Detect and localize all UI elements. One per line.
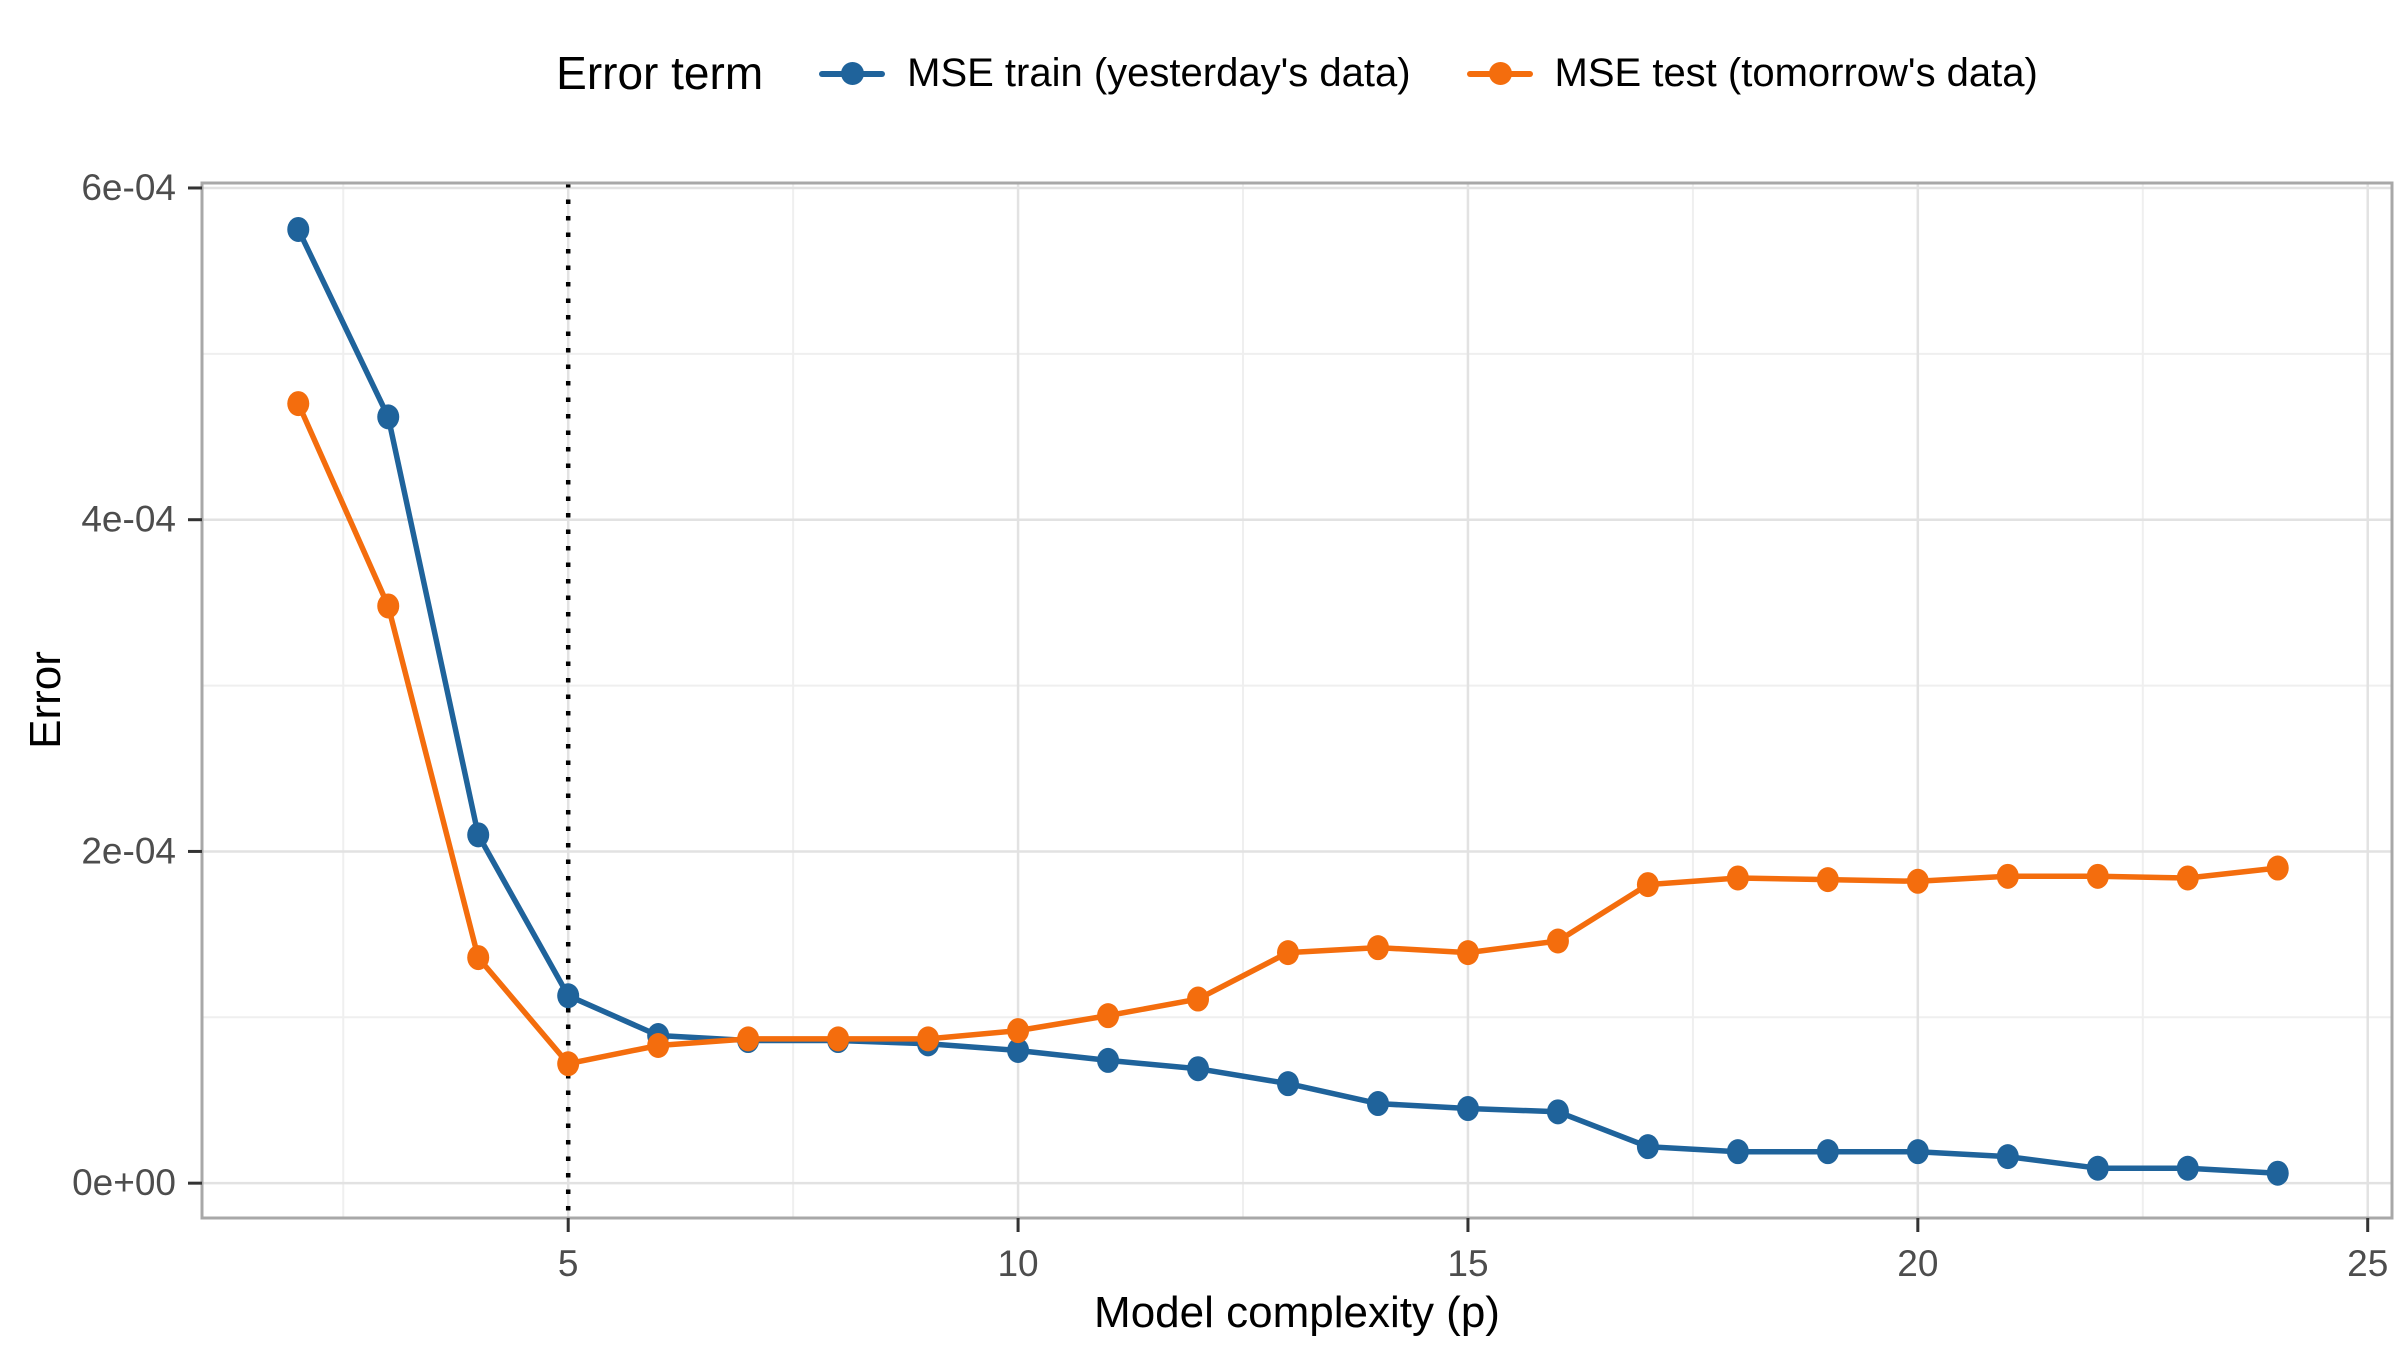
data-point-test	[557, 1051, 580, 1077]
data-point-train	[287, 216, 310, 242]
data-point-train	[1816, 1139, 1839, 1165]
data-point-train	[1456, 1096, 1479, 1122]
train-line-marker-icon	[819, 58, 886, 88]
y-tick-label: 4e-04	[81, 499, 176, 540]
panel-border	[200, 181, 2394, 1220]
data-point-train	[1097, 1047, 1120, 1073]
data-point-test	[2176, 865, 2199, 891]
data-point-test	[2266, 855, 2289, 881]
y-tick-label: 0e+00	[72, 1162, 176, 1203]
data-point-test	[1007, 1018, 1030, 1044]
data-point-test	[1546, 928, 1569, 954]
data-point-test	[1906, 868, 1929, 894]
data-point-test	[1726, 865, 1749, 891]
data-point-test	[1996, 863, 2019, 889]
x-tick-label: 20	[1897, 1243, 1938, 1284]
x-tick-label: 5	[558, 1243, 579, 1284]
data-point-train	[2266, 1160, 2289, 1186]
data-point-test	[1456, 940, 1479, 966]
data-point-test	[1816, 867, 1839, 893]
data-point-test	[287, 391, 310, 417]
data-point-train	[2176, 1155, 2199, 1181]
data-point-train	[1726, 1139, 1749, 1165]
x-tick-label: 15	[1447, 1243, 1488, 1284]
data-point-train	[467, 822, 490, 848]
legend-item-test: MSE test (tomorrow's data)	[1466, 50, 2038, 96]
data-point-test	[737, 1026, 760, 1052]
data-point-train	[1906, 1139, 1929, 1165]
y-axis-title: Error	[21, 651, 70, 749]
data-point-test	[647, 1033, 670, 1058]
y-tick-label: 2e-04	[81, 830, 176, 871]
x-tick-label: 25	[2347, 1243, 2388, 1284]
data-point-train	[557, 983, 580, 1009]
test-line-marker-icon	[1466, 58, 1533, 88]
legend-title: Error term	[556, 47, 764, 99]
data-point-test	[2086, 863, 2109, 889]
data-point-train	[1277, 1071, 1300, 1097]
data-point-test	[1636, 872, 1659, 898]
series-line-train	[295, 228, 2278, 1176]
legend: Error term MSE train (yesterday's data) …	[202, 28, 2392, 118]
x-axis-title: Model complexity (p)	[1094, 1288, 1500, 1337]
data-point-test	[377, 593, 400, 619]
legend-label-test: MSE test (tomorrow's data)	[1554, 50, 2038, 95]
data-point-test	[1097, 1003, 1120, 1029]
data-point-test	[467, 945, 490, 971]
legend-label-train: MSE train (yesterday's data)	[907, 50, 1411, 95]
data-point-train	[1007, 1037, 1030, 1063]
data-point-test	[917, 1026, 940, 1052]
y-tick-label: 6e-04	[81, 167, 176, 208]
data-point-train	[2086, 1155, 2109, 1181]
data-point-test	[1366, 935, 1389, 961]
legend-item-train: MSE train (yesterday's data)	[819, 50, 1411, 96]
data-point-train	[1366, 1091, 1389, 1117]
x-tick-label: 10	[997, 1243, 1038, 1284]
data-point-test	[827, 1026, 850, 1052]
data-point-train	[1187, 1056, 1210, 1082]
data-point-train	[1636, 1134, 1659, 1160]
data-point-train	[1996, 1144, 2019, 1170]
data-point-test	[1187, 986, 1210, 1012]
data-point-train	[377, 404, 400, 430]
data-point-train	[1546, 1099, 1569, 1125]
data-point-test	[1277, 940, 1300, 966]
